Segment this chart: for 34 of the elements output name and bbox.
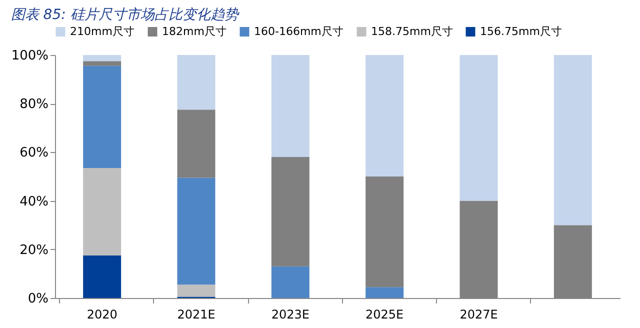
x-tick-label: 2021E: [177, 308, 216, 322]
bar: [271, 266, 310, 298]
x-tick-label: 2023E: [271, 308, 310, 322]
bar: [177, 178, 216, 285]
bar: [83, 168, 122, 256]
bar: [271, 55, 310, 158]
legend-label: 210mm尺寸: [70, 24, 134, 38]
y-tick-label: 60%: [20, 146, 48, 161]
y-tick-label: 40%: [20, 194, 48, 210]
bar: [460, 55, 498, 201]
x-tick-label: 2020: [86, 308, 118, 322]
bar: [83, 255, 122, 298]
legend-label: 182mm尺寸: [162, 24, 226, 38]
x-tick-label: 2027E: [460, 308, 498, 322]
y-tick-label: 80%: [20, 97, 48, 112]
bar: [554, 55, 592, 226]
legend-label: 156.75mm尺寸: [480, 24, 562, 38]
bar: [271, 157, 310, 266]
chart-title: 图表 85: 硅片尺寸市场占比变化趋势: [10, 7, 240, 23]
legend-label: 160-166mm尺寸: [254, 24, 344, 38]
bar: [366, 55, 404, 176]
bar: [83, 66, 122, 168]
legend-label: 158.75mm尺寸: [371, 24, 453, 38]
bar: [83, 61, 122, 66]
bar: [366, 287, 404, 298]
bar: [177, 284, 216, 297]
bar: [83, 55, 122, 62]
y-tick-label: 20%: [20, 242, 48, 258]
y-tick-label: 100%: [11, 48, 48, 64]
bar: [177, 110, 216, 178]
x-tick-label: 2025E: [366, 308, 404, 322]
bar: [177, 55, 216, 110]
bar: [366, 176, 404, 288]
y-tick-label: 0%: [28, 292, 48, 306]
